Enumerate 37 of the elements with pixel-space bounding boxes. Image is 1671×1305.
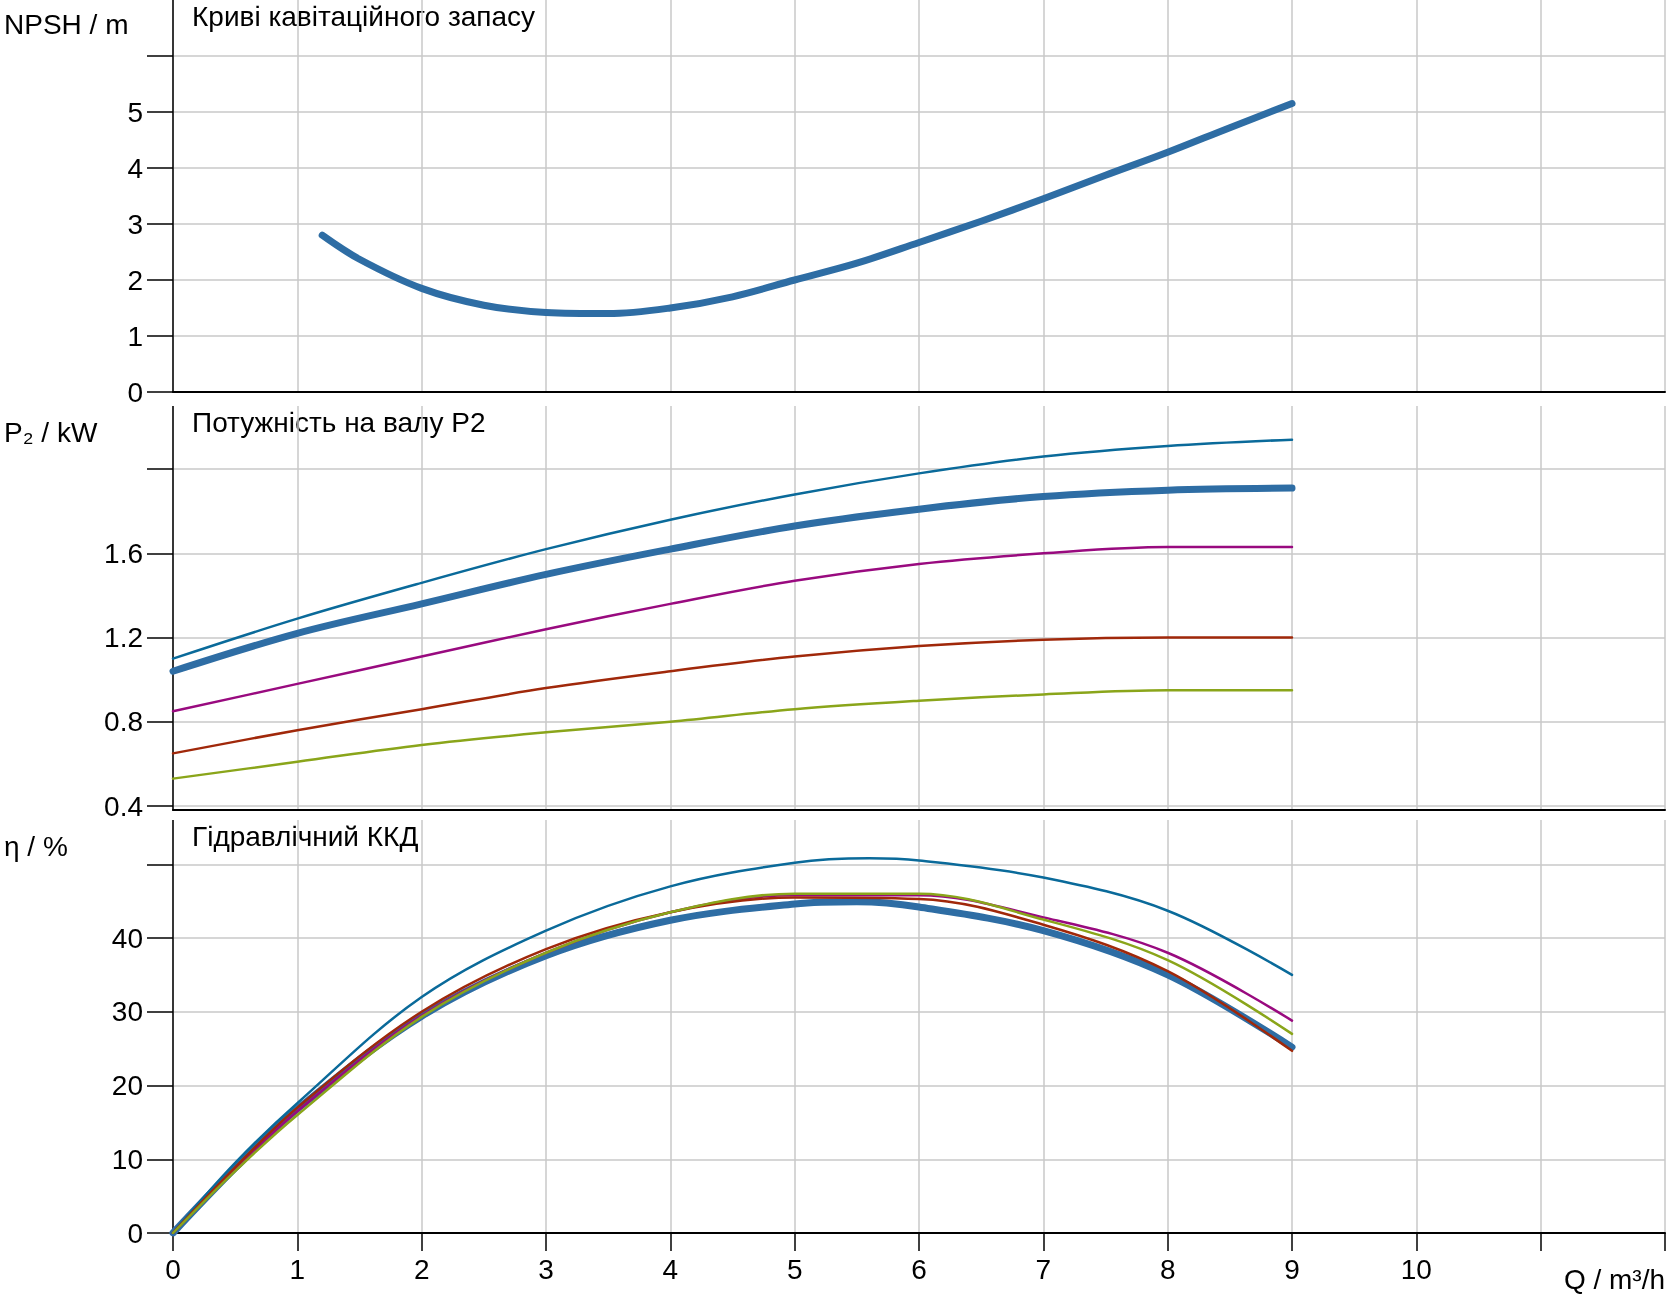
line-series [171, 545, 1294, 713]
chart-title: Криві кавітаційного запасу [192, 0, 536, 32]
y-tick-label: 0.4 [104, 790, 143, 822]
x-tick-label: 9 [1284, 1253, 1300, 1285]
x-tick-label: 0 [165, 1253, 181, 1285]
y-tick-label: 30 [111, 996, 143, 1028]
y-tick-label: 4 [127, 152, 143, 184]
line-series [171, 636, 1294, 755]
y-axis-title: P₂ / kW [4, 416, 98, 448]
x-tick-label: 4 [662, 1253, 679, 1285]
x-tick-label: 3 [538, 1253, 554, 1285]
y-tick-label: 1 [127, 320, 143, 352]
y-tick-label: 0.8 [104, 706, 143, 738]
y-tick-label: 20 [111, 1070, 143, 1101]
y-tick-label: 0 [127, 376, 143, 408]
x-tick-label: 5 [786, 1253, 803, 1285]
y-tick-label: 40 [111, 922, 143, 954]
y-tick-label: 0 [127, 1217, 143, 1249]
line-series [171, 438, 1294, 660]
x-axis-title: Q / m³/h [1563, 1263, 1666, 1295]
chart-title: Потужність на валу P2 [192, 406, 486, 438]
y-tick-label: 3 [127, 208, 143, 240]
y-tick-label: 5 [127, 96, 143, 128]
line-series [171, 688, 1294, 780]
x-tick-label: 1 [289, 1253, 306, 1285]
y-tick-label: 10 [111, 1143, 143, 1175]
x-tick-label: 7 [1035, 1253, 1052, 1285]
chart-title: Гідравлічний ККД [192, 820, 419, 852]
y-tick-label: 1.2 [104, 622, 143, 654]
x-tick-label: 10 [1400, 1253, 1432, 1285]
x-tick-label: 6 [911, 1253, 927, 1285]
y-tick-label: 2 [127, 264, 143, 296]
y-axis-title: η / % [4, 830, 68, 862]
x-tick-label: 8 [1159, 1253, 1176, 1285]
y-axis-title: NPSH / m [4, 8, 129, 40]
x-tick-label: 2 [413, 1253, 430, 1285]
y-tick-label: 1.6 [104, 537, 143, 569]
